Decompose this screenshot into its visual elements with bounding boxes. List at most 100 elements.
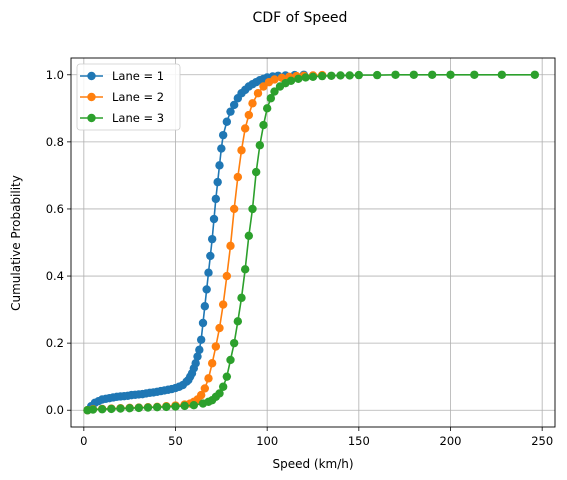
data-point (327, 71, 336, 80)
data-point (301, 73, 310, 82)
x-axis-label: Speed (km/h) (272, 457, 353, 471)
data-point (259, 120, 268, 130)
data-point (270, 87, 279, 96)
data-point (229, 100, 239, 110)
data-point (189, 401, 199, 410)
x-tick-label: 50 (168, 434, 183, 448)
y-tick-label: 0.8 (46, 135, 64, 149)
data-point (195, 345, 204, 355)
legend-marker (87, 92, 96, 102)
data-point (317, 71, 327, 81)
data-point (200, 302, 210, 311)
data-point (427, 70, 437, 79)
data-point (530, 70, 540, 79)
y-tick-label: 0.6 (46, 202, 64, 216)
legend-item: Lane = 2 (80, 90, 164, 104)
x-tick-label: 250 (531, 434, 553, 448)
data-point (107, 404, 116, 414)
series-line (87, 73, 535, 412)
data-point (196, 335, 206, 344)
data-point (409, 70, 419, 79)
data-point (222, 372, 232, 381)
data-point (294, 74, 303, 84)
data-point (215, 323, 224, 333)
data-point (237, 146, 246, 155)
data-point (97, 405, 107, 414)
series-layer (83, 70, 540, 415)
legend-label: Lane = 2 (112, 90, 164, 104)
data-point (207, 359, 217, 368)
legend-label: Lane = 1 (112, 69, 164, 83)
data-point (204, 268, 213, 277)
data-point (213, 177, 222, 187)
data-point (88, 405, 98, 414)
data-point (308, 72, 318, 81)
data-point (134, 403, 144, 413)
data-point (497, 70, 507, 79)
data-point (202, 285, 211, 294)
data-point (372, 70, 382, 80)
data-point (206, 251, 215, 261)
data-point (229, 204, 239, 214)
series-lane-3 (83, 70, 540, 415)
legend-marker (87, 71, 96, 81)
legend-item: Lane = 1 (80, 69, 164, 83)
data-point (196, 390, 206, 400)
y-tick-label: 0.0 (46, 403, 64, 417)
data-point (143, 403, 153, 412)
data-point (215, 389, 224, 398)
data-point (171, 402, 180, 411)
data-point (354, 70, 364, 80)
y-tick-label: 0.4 (46, 269, 64, 283)
data-point (470, 70, 479, 79)
data-point (125, 404, 134, 413)
y-tick-label: 1.0 (46, 68, 64, 82)
legend-item: Lane = 3 (80, 111, 164, 125)
legend-label: Lane = 3 (112, 111, 164, 125)
data-point (191, 359, 200, 368)
x-tick-label: 0 (80, 434, 87, 448)
data-point (240, 124, 250, 133)
data-point (211, 194, 221, 204)
x-tick-label: 200 (440, 434, 462, 448)
data-point (204, 374, 213, 383)
data-point (248, 204, 257, 214)
data-point (211, 342, 221, 351)
data-point (218, 130, 228, 140)
y-axis-label: Cumulative Probability (9, 175, 23, 311)
data-point (391, 70, 400, 79)
data-point (200, 384, 210, 393)
data-point (198, 318, 208, 328)
data-point (218, 382, 228, 391)
legend-marker (87, 113, 96, 123)
data-point (270, 75, 279, 84)
data-point (253, 89, 263, 98)
data-point (345, 71, 354, 80)
data-point (217, 144, 226, 153)
data-point (248, 99, 257, 108)
legend-box (76, 63, 181, 131)
data-point (262, 104, 272, 113)
x-tick-label: 100 (256, 434, 278, 448)
data-point (233, 317, 243, 326)
axis-ticks: 0 50 100 150 200 250 0.0 0.2 0.4 0.6 0.8 1.0 (46, 68, 553, 448)
x-tick-label: 150 (348, 434, 370, 448)
data-point (209, 214, 219, 224)
data-point (215, 161, 224, 170)
data-point (255, 141, 265, 150)
legend: Lane = 1 Lane = 2 Lane = 3 (76, 63, 181, 131)
data-point (233, 172, 243, 182)
data-point (229, 338, 239, 348)
data-point (244, 231, 254, 240)
data-point (152, 403, 162, 412)
data-point (222, 117, 232, 126)
data-point (218, 300, 228, 309)
data-point (162, 402, 171, 412)
data-point (240, 265, 250, 274)
y-tick-label: 0.2 (46, 336, 64, 350)
data-point (266, 94, 276, 103)
data-point (251, 167, 261, 177)
data-point (237, 293, 246, 303)
data-point (446, 70, 455, 79)
